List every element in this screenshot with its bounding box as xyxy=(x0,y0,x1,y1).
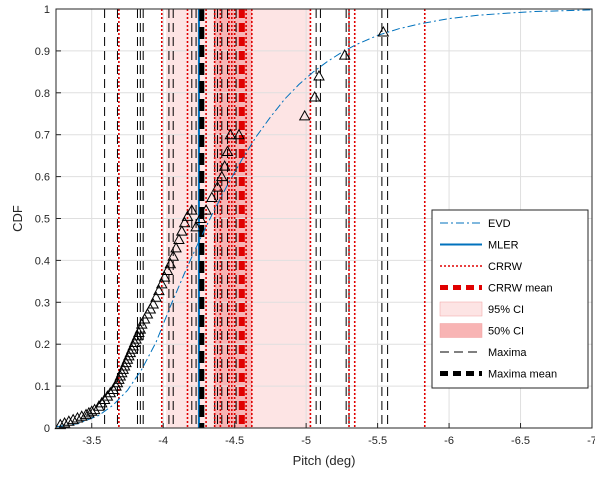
maxima-point xyxy=(215,170,228,182)
maxima-point xyxy=(138,313,151,324)
y-tick-label: 0.1 xyxy=(35,381,50,393)
maxima-point xyxy=(190,220,202,232)
curves xyxy=(55,9,593,428)
legend-box xyxy=(431,209,589,389)
legend-label: CRRW xyxy=(488,261,523,273)
y-tick-label: 0.6 xyxy=(35,172,50,184)
maxima-point xyxy=(338,49,351,60)
maxima-point xyxy=(161,264,174,275)
maxima-point xyxy=(95,396,108,408)
x-tick-label: -4 xyxy=(158,435,168,447)
maxima-point xyxy=(144,302,157,314)
y-tick-label: 0.5 xyxy=(35,214,50,226)
maxima-point xyxy=(218,160,231,171)
maxima-point xyxy=(107,383,120,394)
maxima-point xyxy=(63,415,75,426)
legend: EVD MLER CRRW CRRW mean 95% CI 50% CI Maxima Ma… xyxy=(431,209,589,389)
x-tick-label: -5.5 xyxy=(368,435,387,447)
maxima-point xyxy=(104,386,117,398)
evd-curve xyxy=(55,9,593,428)
maxima-point xyxy=(93,400,105,411)
y-tick-label: 0.7 xyxy=(35,130,50,142)
legend-label: EVD xyxy=(488,218,511,230)
legend-swatch xyxy=(439,301,483,317)
maxima-point xyxy=(164,257,177,269)
maxima-markers xyxy=(54,26,390,430)
maxima-point xyxy=(181,210,194,221)
maxima-point xyxy=(233,128,245,140)
maxima-point xyxy=(71,411,84,423)
x-tick-label: -6 xyxy=(444,435,454,447)
maxima-point xyxy=(54,418,67,430)
x-tick-label: -5 xyxy=(301,435,311,447)
maxima-point xyxy=(80,408,92,420)
maxima-point xyxy=(173,233,185,244)
maxima-point xyxy=(88,403,101,415)
maxima-point xyxy=(141,308,154,319)
maxima-point xyxy=(205,191,218,203)
legend-label: 95% CI xyxy=(488,304,524,316)
vertical-lines xyxy=(104,9,426,428)
maxima-point xyxy=(313,70,325,81)
maxima-point xyxy=(85,405,98,416)
legend-label: 50% CI xyxy=(488,326,524,338)
legend-swatch xyxy=(439,323,483,338)
maxima-point xyxy=(175,225,188,236)
maxima-point xyxy=(67,413,80,425)
x-tick-label: -7 xyxy=(587,435,595,447)
x-tick-label: -4.5 xyxy=(225,435,244,447)
maxima-point xyxy=(101,390,114,401)
legend-label: CRRW mean xyxy=(488,283,553,295)
x-tick-label: -3.5 xyxy=(82,435,101,447)
x-tick-label: -6.5 xyxy=(511,435,530,447)
y-tick-label: 0 xyxy=(44,423,50,435)
y-tick-label: 0.9 xyxy=(35,46,50,58)
maxima-point xyxy=(150,291,162,302)
maxima-point xyxy=(167,250,180,261)
maxima-point xyxy=(155,277,168,289)
maxima-point xyxy=(98,393,111,405)
maxima-point xyxy=(58,416,71,428)
maxima-point xyxy=(221,145,234,156)
maxima-point xyxy=(158,271,171,282)
maxima-point xyxy=(185,204,198,215)
maxima-point xyxy=(224,128,237,140)
x-axis-label: Pitch (deg) xyxy=(293,453,356,468)
y-tick-label: 0.4 xyxy=(35,255,50,267)
ticks: -3.5 -4 -4.5 -5 -5.5 -6 -6.5 -7 0 0.1 0.2 0.3 0.4 0.5… xyxy=(35,4,595,447)
y-axis-label: CDF xyxy=(10,205,25,232)
maxima-point xyxy=(83,406,95,418)
maxima-point xyxy=(200,204,212,215)
y-tick-label: 1 xyxy=(44,4,50,16)
maxima-point xyxy=(298,109,311,121)
maxima-point xyxy=(135,318,148,329)
maxima-point xyxy=(377,26,390,37)
maxima-point xyxy=(211,181,224,192)
maxima-point xyxy=(134,323,147,334)
legend-label: Maxima xyxy=(488,347,527,359)
maxima-point xyxy=(147,297,160,309)
y-tick-label: 0.8 xyxy=(35,88,50,100)
maxima-point xyxy=(194,212,207,223)
maxima-point xyxy=(308,90,321,102)
maxima-point xyxy=(178,216,191,228)
legend-label: Maxima mean xyxy=(488,369,557,381)
maxima-point xyxy=(170,241,182,253)
maxima-point xyxy=(153,284,165,296)
y-tick-label: 0.2 xyxy=(35,339,50,351)
legend-label: MLER xyxy=(488,240,519,252)
y-tick-label: 0.3 xyxy=(35,297,50,309)
